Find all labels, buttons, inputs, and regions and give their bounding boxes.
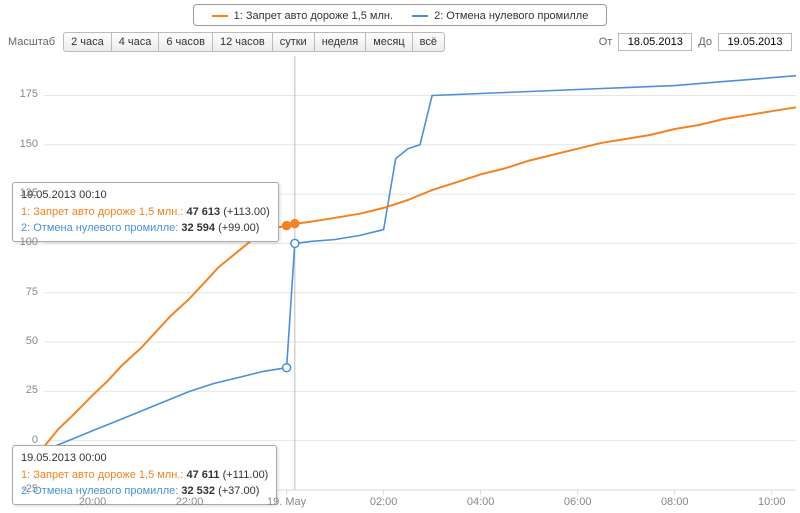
chart-area[interactable]: 19.05.2013 00:10 1: Запрет авто дороже 1…: [0, 52, 800, 510]
range-button-0[interactable]: 2 часа: [63, 32, 112, 52]
tooltip-2: 19.05.2013 00:00 1: Запрет авто дороже 1…: [12, 445, 277, 505]
tooltip-1-line1-value: 47 613: [186, 206, 220, 218]
range-button-2[interactable]: 6 часов: [158, 32, 213, 52]
tooltip-2-line1-delta: (+111.00): [220, 469, 269, 481]
legend-label-2: 2: Отмена нулевого промилле: [434, 10, 588, 22]
y-tick-label: -25: [0, 483, 38, 495]
y-tick-label: 100: [0, 236, 38, 248]
tooltip-2-line1-prefix: 1: Запрет авто дороже 1,5 млн.:: [21, 469, 186, 481]
tooltip-1-line1-prefix: 1: Запрет авто дороже 1,5 млн.:: [21, 206, 186, 218]
controls-row: Масштаб 2 часа4 часа6 часов12 часовсутки…: [0, 28, 800, 54]
to-label: До: [698, 36, 712, 48]
legend-swatch-2: [412, 15, 428, 17]
range-button-7[interactable]: всё: [412, 32, 445, 52]
from-date-input[interactable]: [618, 33, 692, 51]
scale-label: Масштаб: [8, 36, 55, 48]
y-tick-label: 125: [0, 187, 38, 199]
legend: 1: Запрет авто дороже 1,5 млн. 2: Отмена…: [0, 0, 800, 28]
y-tick-label: 50: [0, 335, 38, 347]
x-tick-label: 19. May: [267, 496, 306, 508]
tooltip-1-line2-prefix: 2: Отмена нулевого промилле:: [21, 222, 181, 234]
tooltip-2-line2-delta: (+37.00): [215, 485, 259, 497]
range-button-5[interactable]: неделя: [314, 32, 367, 52]
legend-swatch-1: [212, 15, 228, 17]
to-date-input[interactable]: [718, 33, 792, 51]
x-tick-label: 22:00: [176, 496, 204, 508]
y-tick-label: 175: [0, 88, 38, 100]
range-button-3[interactable]: 12 часов: [212, 32, 273, 52]
range-buttons: 2 часа4 часа6 часов12 часовсуткинеделяме…: [63, 32, 445, 52]
from-label: От: [599, 36, 613, 48]
y-tick-label: 0: [0, 434, 38, 446]
y-tick-label: 75: [0, 286, 38, 298]
x-tick-label: 04:00: [467, 496, 495, 508]
range-button-6[interactable]: месяц: [365, 32, 412, 52]
tooltip-1-line2-delta: (+99.00): [215, 222, 259, 234]
legend-label-1: 1: Запрет авто дороже 1,5 млн.: [234, 10, 393, 22]
x-tick-label: 06:00: [564, 496, 592, 508]
tooltip-1-line2-value: 32 594: [181, 222, 215, 234]
range-button-1[interactable]: 4 часа: [111, 32, 160, 52]
range-button-4[interactable]: сутки: [272, 32, 315, 52]
x-tick-label: 02:00: [370, 496, 398, 508]
legend-item-1[interactable]: 1: Запрет авто дороже 1,5 млн.: [212, 10, 393, 22]
tooltip-1: 19.05.2013 00:10 1: Запрет авто дороже 1…: [12, 182, 279, 242]
y-tick-label: 25: [0, 384, 38, 396]
x-tick-label: 20:00: [79, 496, 107, 508]
x-tick-label: 08:00: [661, 496, 689, 508]
tooltip-1-line1-delta: (+113.00): [220, 206, 270, 218]
x-tick-label: 10:00: [758, 496, 786, 508]
tooltip-2-date: 19.05.2013 00:00: [21, 450, 268, 467]
y-tick-label: 150: [0, 138, 38, 150]
tooltip-2-line1-value: 47 611: [186, 469, 219, 481]
tooltip-1-date: 19.05.2013 00:10: [21, 187, 270, 204]
legend-item-2[interactable]: 2: Отмена нулевого промилле: [412, 10, 588, 22]
